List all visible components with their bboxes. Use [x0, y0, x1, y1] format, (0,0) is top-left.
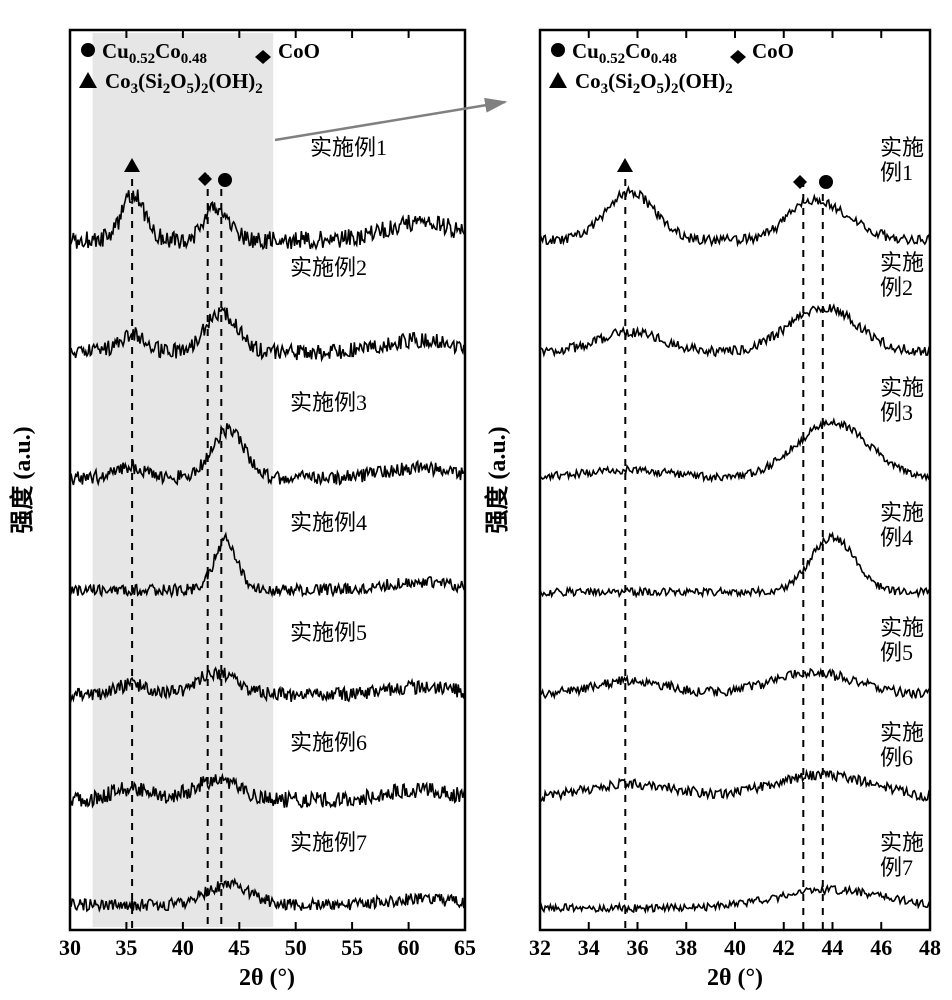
- series-label: 实施例5: [290, 620, 367, 645]
- series-label-r: 例4: [880, 525, 913, 550]
- series-label-r: 例1: [880, 160, 913, 185]
- diamond-marker-right: [793, 175, 807, 189]
- svg-text:Co3(Si2O5)2(OH)2: Co3(Si2O5)2(OH)2: [575, 69, 733, 97]
- series-label-r: 例7: [880, 855, 913, 880]
- svg-text:Co3(Si2O5)2(OH)2: Co3(Si2O5)2(OH)2: [105, 69, 263, 97]
- series-label: 实施例7: [290, 830, 367, 855]
- xtick-label: 48: [919, 935, 941, 960]
- xrd-trace-right: [540, 669, 930, 698]
- xrd-trace-right: [540, 188, 930, 245]
- right-traces: [540, 188, 930, 912]
- series-label-r: 例5: [880, 640, 913, 665]
- xtick-label: 38: [675, 935, 697, 960]
- svg-text:Cu0.52Co0.48: Cu0.52Co0.48: [572, 39, 677, 67]
- series-label-r: 实施: [880, 500, 924, 525]
- triangle-marker-right: [617, 158, 633, 172]
- xlabel-left: 2θ (°): [239, 965, 295, 991]
- series-label-r: 实施: [880, 375, 924, 400]
- ylabel-right: 强度 (a.u.): [483, 426, 511, 533]
- xtick-label: 40: [724, 935, 746, 960]
- xtick-label: 60: [398, 935, 420, 960]
- series-label-r: 实施: [880, 250, 924, 275]
- xtick-label: 44: [822, 935, 844, 960]
- xtick-label: 50: [285, 935, 307, 960]
- xlabel-right: 2θ (°): [707, 965, 763, 991]
- series-label-r: 实施: [880, 720, 924, 745]
- xrd-trace-right: [540, 304, 930, 356]
- xrd-trace-right: [540, 771, 930, 802]
- xtick-label: 42: [773, 935, 795, 960]
- right-panel: 实施 例1 实施 例2 实施 例3 实施 例4 实施 例5 实施 例6 实施 例…: [483, 30, 941, 991]
- zoom-arrow: [275, 102, 505, 140]
- series-label: 实施例1: [310, 135, 387, 160]
- xtick-label: 40: [172, 935, 194, 960]
- xrd-trace-right: [540, 886, 930, 912]
- svg-text:CoO: CoO: [278, 39, 320, 63]
- xrd-trace-right: [540, 420, 930, 481]
- circle-marker-right: [819, 175, 833, 189]
- xtick-label: 36: [627, 935, 649, 960]
- xtick-label: 35: [115, 935, 137, 960]
- xtick-label: 32: [529, 935, 551, 960]
- xtick-label: 30: [59, 935, 81, 960]
- series-label-r: 例6: [880, 745, 913, 770]
- svg-text:CoO: CoO: [752, 39, 794, 63]
- xtick-label: 65: [454, 935, 476, 960]
- xrd-trace-right: [540, 534, 930, 596]
- series-label: 实施例6: [290, 730, 367, 755]
- series-label-r: 实施: [880, 615, 924, 640]
- ylabel-left: 强度 (a.u.): [8, 426, 36, 533]
- circle-marker-left: [218, 173, 232, 187]
- series-label-r: 实施: [880, 830, 924, 855]
- series-label: 实施例4: [290, 510, 367, 535]
- series-label-r: 例3: [880, 400, 913, 425]
- xtick-label: 45: [228, 935, 250, 960]
- xtick-label: 34: [578, 935, 600, 960]
- xrd-chart-figure: 实施例1 实施例2 实施例3 实施例4 实施例5 实施例6 实施例7: [0, 0, 952, 1000]
- series-label: 实施例3: [290, 390, 367, 415]
- left-panel: 实施例1 实施例2 实施例3 实施例4 实施例5 实施例6 实施例7: [8, 30, 476, 991]
- series-label-r: 例2: [880, 275, 913, 300]
- legend-right: Cu0.52Co0.48 CoO Co3(Si2O5)2(OH)2: [549, 39, 794, 97]
- series-label-r: 实施: [880, 135, 924, 160]
- xtick-label: 46: [870, 935, 892, 960]
- xtick-label: 55: [341, 935, 363, 960]
- series-label: 实施例2: [290, 255, 367, 280]
